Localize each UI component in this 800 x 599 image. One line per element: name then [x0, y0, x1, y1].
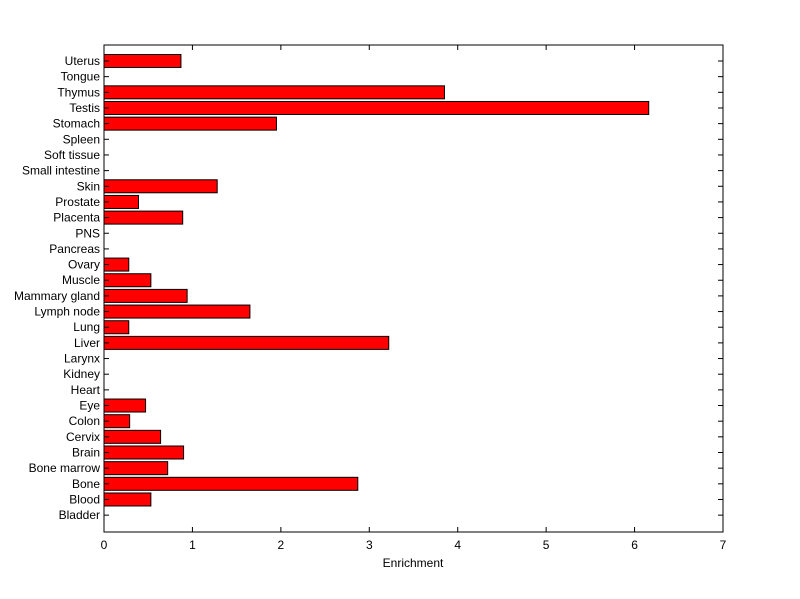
bar-liver: [103, 335, 390, 350]
plot-frame: [103, 44, 724, 533]
y-tick-label-small-intestine: Small intestine: [22, 164, 100, 178]
bar-bone: [103, 476, 359, 491]
x-tick-label: 0: [101, 538, 108, 552]
x-ticks-group: 0 1 2 3 4 5 6 7: [101, 45, 727, 552]
bar-eye: [103, 398, 147, 413]
bar-blood: [103, 492, 152, 507]
x-tick-label: 1: [189, 538, 196, 552]
y-tick-label-heart: Heart: [71, 383, 101, 397]
y-tick-label-spleen: Spleen: [63, 132, 100, 146]
bar-thymus: [103, 85, 445, 100]
x-tick-label: 5: [543, 538, 550, 552]
bar-prostate: [103, 194, 139, 209]
y-tick-label-colon: Colon: [69, 414, 100, 428]
y-tick-label-soft-tissue: Soft tissue: [44, 148, 100, 162]
y-tick-label-cervix: Cervix: [66, 430, 100, 444]
y-tick-label-bone: Bone: [72, 477, 100, 491]
bar-cervix: [103, 429, 162, 444]
y-tick-label-uterus: Uterus: [65, 54, 100, 68]
y-tick-label-tongue: Tongue: [61, 70, 101, 84]
bar-lymph-node: [103, 304, 251, 319]
bar-bone-marrow: [103, 461, 169, 476]
bar-placenta: [103, 210, 184, 225]
bar-stomach: [103, 116, 277, 131]
y-tick-label-skin: Skin: [77, 179, 100, 193]
y-tick-label-prostate: Prostate: [55, 195, 100, 209]
y-tick-label-blood: Blood: [69, 492, 100, 506]
x-tick-label: 3: [366, 538, 373, 552]
y-tick-label-lung: Lung: [73, 320, 100, 334]
y-tick-label-kidney: Kidney: [63, 367, 100, 381]
bar-mammary-gland: [103, 288, 188, 303]
y-tick-label-thymus: Thymus: [57, 85, 100, 99]
y-tick-label-brain: Brain: [72, 446, 100, 460]
y-tick-label-pancreas: Pancreas: [49, 242, 100, 256]
x-tick-label: 7: [720, 538, 727, 552]
y-tick-label-bone-marrow: Bone marrow: [29, 461, 101, 475]
y-tick-label-eye: Eye: [79, 399, 100, 413]
y-tick-label-lymph-node: Lymph node: [34, 305, 100, 319]
bar-testis: [103, 100, 650, 115]
y-tick-label-placenta: Placenta: [53, 211, 100, 225]
bar-uterus: [103, 54, 182, 68]
y-tick-label-mammary-gland: Mammary gland: [14, 289, 100, 303]
bar-brain: [103, 445, 185, 460]
bar-skin: [103, 179, 218, 194]
y-tick-label-ovary: Ovary: [68, 258, 100, 272]
x-tick-label: 6: [631, 538, 638, 552]
y-tick-label-testis: Testis: [69, 101, 100, 115]
y-tick-label-stomach: Stomach: [53, 117, 100, 131]
x-axis-label: Enrichment: [383, 556, 444, 570]
y-tick-label-bladder: Bladder: [59, 508, 100, 522]
x-tick-label: 4: [454, 538, 461, 552]
x-tick-label: 2: [278, 538, 285, 552]
y-tick-label-pns: PNS: [75, 226, 100, 240]
y-tick-label-liver: Liver: [74, 336, 100, 350]
bar-muscle: [103, 273, 152, 288]
y-tick-label-larynx: Larynx: [64, 352, 100, 366]
y-tick-label-muscle: Muscle: [62, 273, 100, 287]
